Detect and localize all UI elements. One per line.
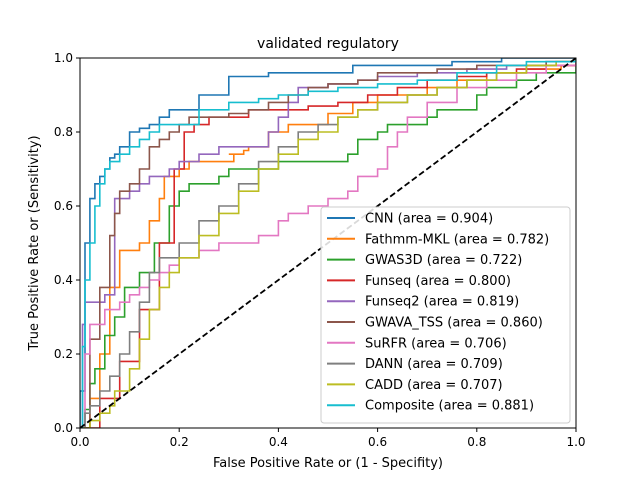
y-tick-label: 1.0	[54, 51, 73, 65]
x-tick-label: 0.0	[70, 435, 89, 449]
x-tick-label: 0.4	[269, 435, 288, 449]
legend-entry-label: Funseq (area = 0.800)	[365, 274, 511, 289]
roc-curve-1	[80, 58, 576, 428]
x-tick-label: 0.2	[170, 435, 189, 449]
legend: CNN (area = 0.904) Fathmm-MKL (area = 0.7…	[320, 206, 571, 424]
legend-entry-label: GWAVA_TSS (area = 0.860)	[365, 316, 543, 331]
legend-entry-label: Composite (area = 0.881)	[365, 399, 534, 414]
y-axis-label: True Positive Rate or (Sensitivity)	[27, 135, 42, 351]
legend-entry-label: CADD (area = 0.707)	[365, 378, 503, 393]
series-layer	[80, 58, 576, 428]
x-axis-label: False Positive Rate or (1 - Specifity)	[213, 456, 443, 471]
legend-entry-label: GWAS3D (area = 0.722)	[365, 253, 522, 268]
roc-curve-9	[80, 58, 576, 428]
roc-curve-5	[80, 58, 576, 428]
legend-entry-label: Fathmm-MKL (area = 0.782)	[365, 232, 549, 247]
legend-entry-label: CNN (area = 0.904)	[365, 212, 493, 227]
legend-entry-label: DANN (area = 0.709)	[365, 357, 503, 372]
chart-title: validated regulatory	[257, 36, 399, 52]
roc-curve-6	[80, 58, 576, 428]
x-axis-ticks: 0.0 0.2 0.4 0.6 0.8 1.0	[70, 428, 586, 449]
y-tick-label: 0.4	[54, 273, 73, 287]
y-tick-label: 0.8	[54, 125, 73, 139]
legend-entry-label: SuRFR (area = 0.706)	[365, 336, 507, 351]
y-tick-label: 0.0	[54, 421, 73, 435]
y-tick-label: 0.2	[54, 347, 73, 361]
y-tick-label: 0.6	[54, 199, 73, 213]
plot-frame	[79, 57, 577, 429]
y-axis-ticks: 0.0 0.2 0.4 0.6 0.8 1.0	[54, 51, 80, 435]
roc-curve-0	[80, 58, 576, 428]
x-tick-label: 0.8	[467, 435, 486, 449]
legend-box	[320, 206, 571, 424]
roc-curve-2	[80, 58, 576, 428]
x-tick-label: 1.0	[566, 435, 585, 449]
roc-curve-8	[80, 58, 576, 428]
x-tick-label: 0.6	[368, 435, 387, 449]
legend-entry-label: Funseq2 (area = 0.819)	[365, 295, 519, 310]
roc-curve-4	[80, 58, 576, 428]
